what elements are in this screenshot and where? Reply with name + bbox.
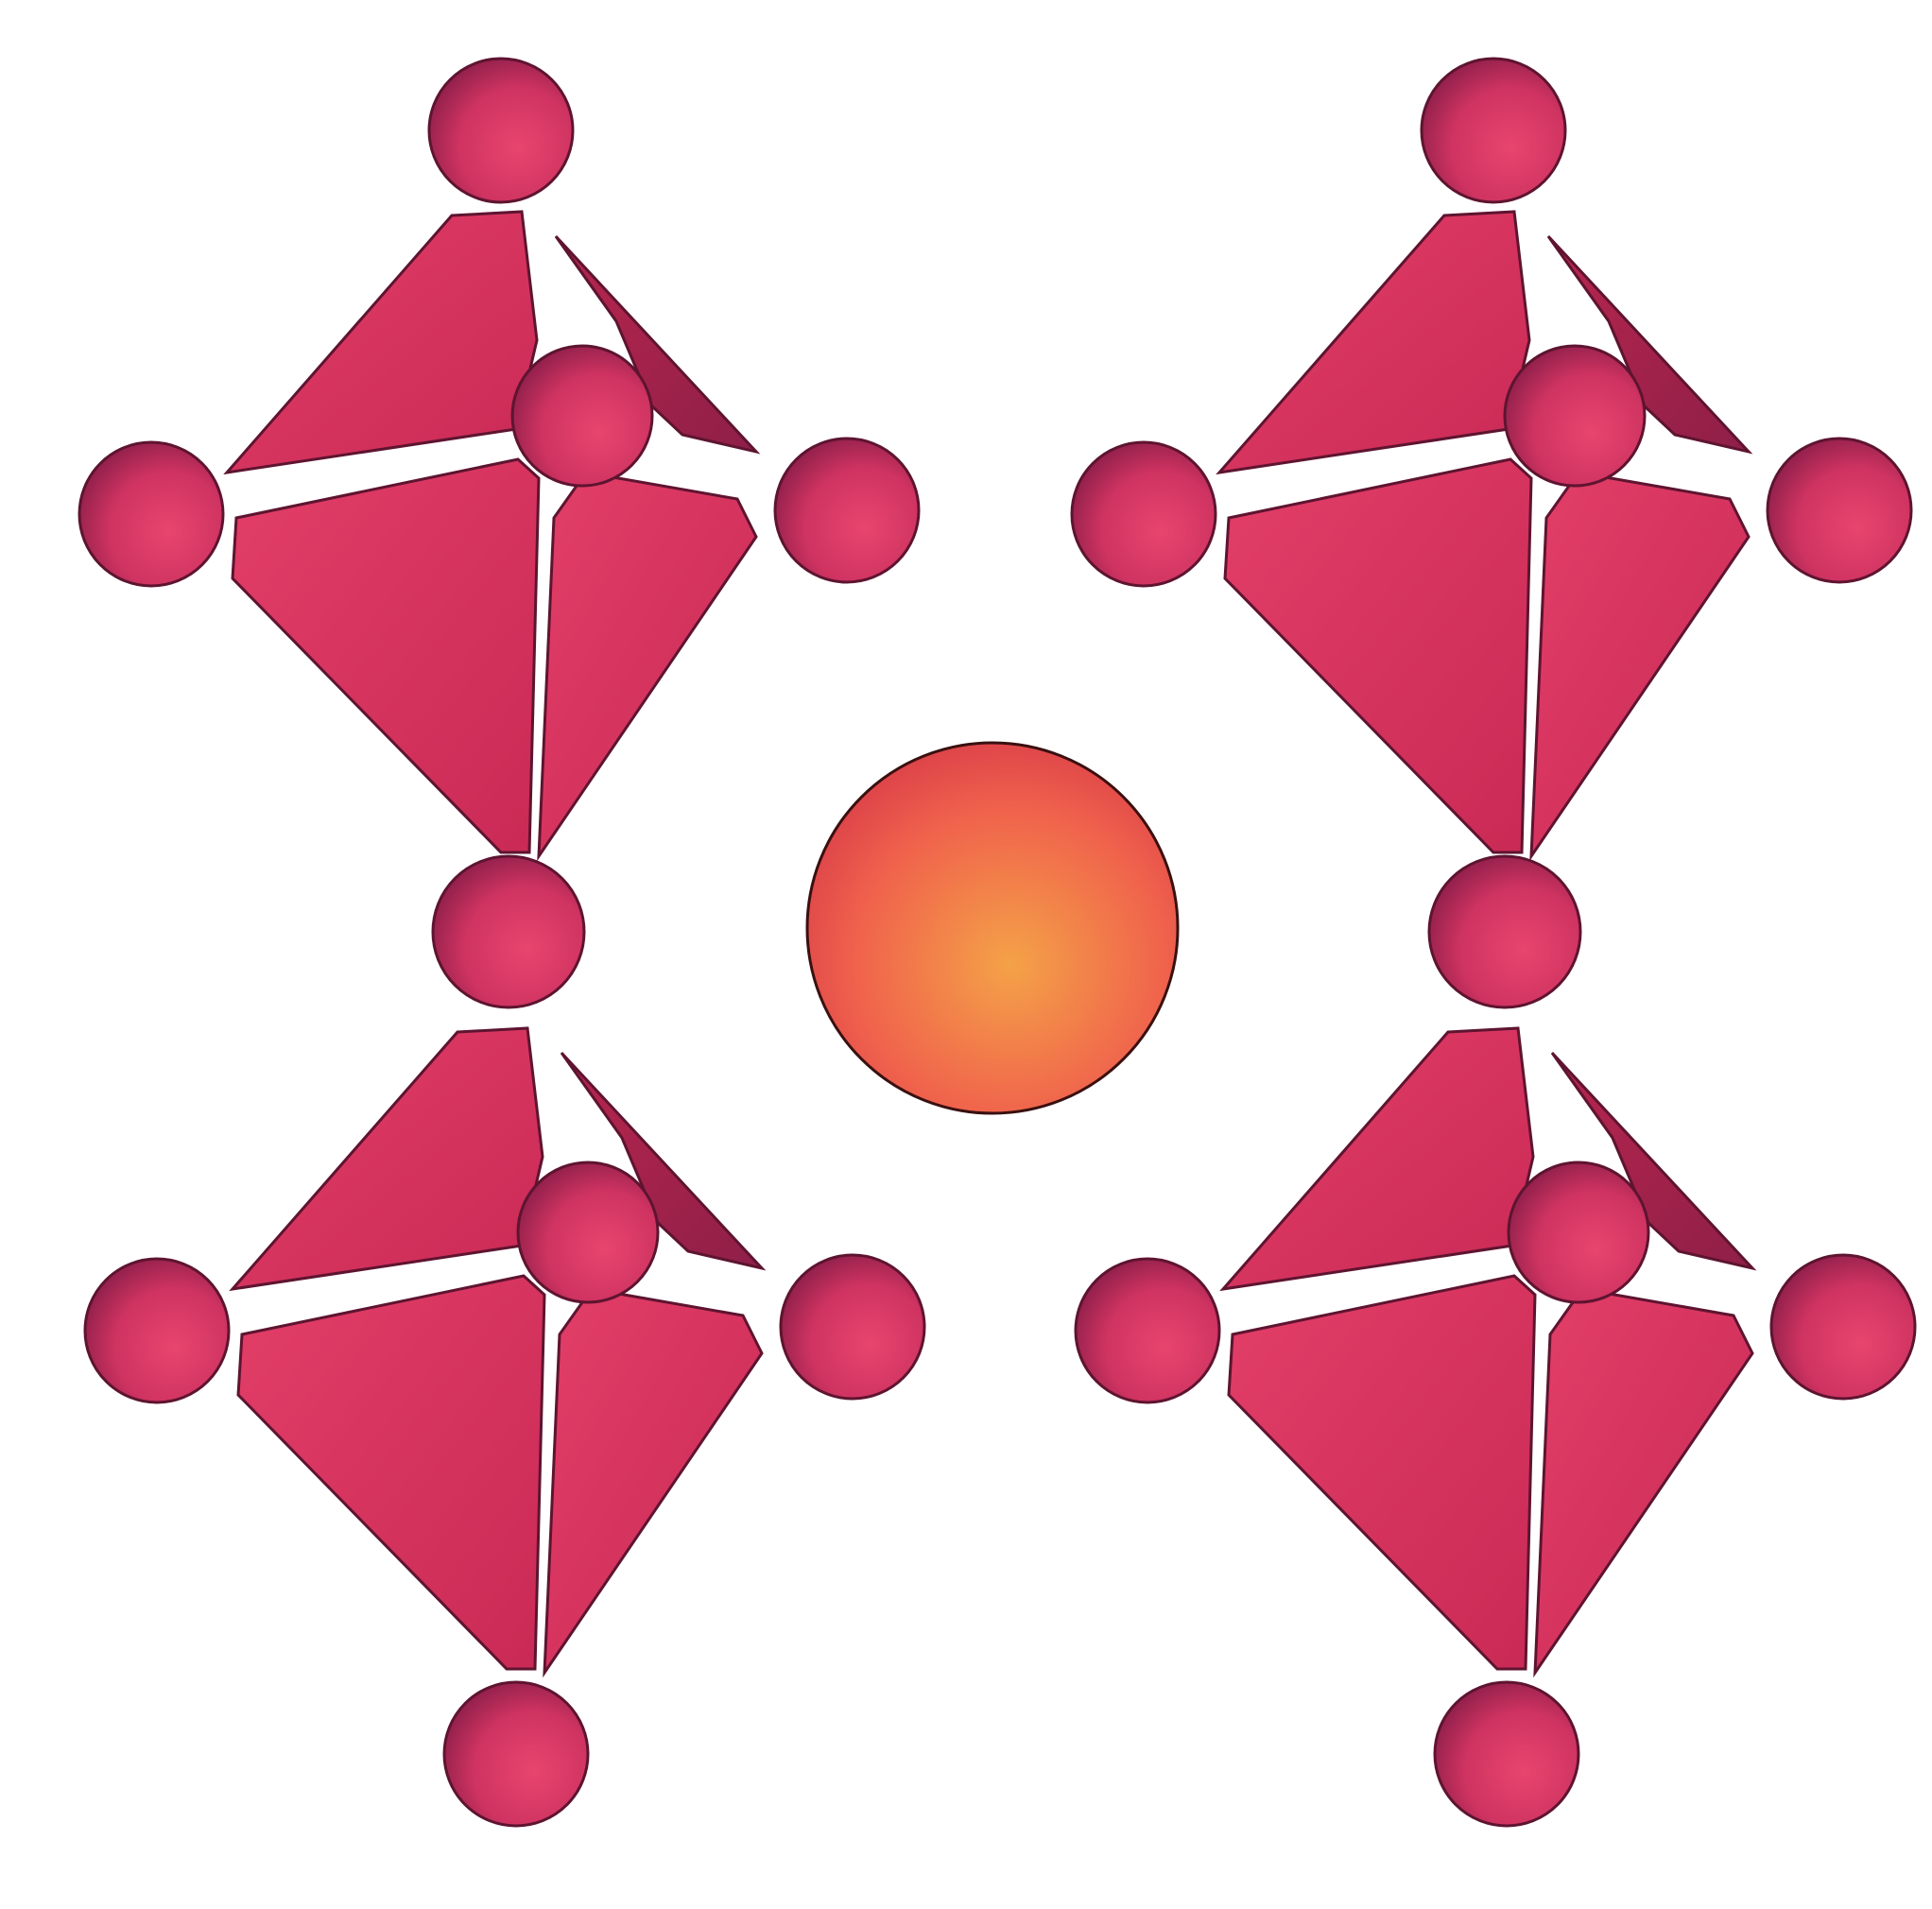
oxygen-sphere-right bbox=[773, 437, 921, 584]
octahedron-face-lower-right bbox=[1529, 471, 1751, 862]
octahedron-face-back bbox=[1550, 1051, 1757, 1271]
oxygen-sphere-right bbox=[1766, 437, 1913, 584]
oxygen-sphere-left bbox=[1074, 1257, 1221, 1404]
octahedron-face-lower-left bbox=[1227, 1274, 1537, 1671]
octahedron-face-upper-left bbox=[1219, 1026, 1535, 1292]
octahedron-faces bbox=[1219, 1026, 1757, 1678]
octahedron-face-lower-right bbox=[1533, 1287, 1754, 1678]
oxygen-sphere-center bbox=[1507, 1161, 1650, 1304]
octahedron-face-lower-left bbox=[1223, 457, 1533, 854]
oxygen-sphere-center bbox=[510, 344, 654, 488]
octahedron-face-upper-left bbox=[223, 210, 539, 475]
oxygen-sphere-bottom bbox=[442, 1680, 590, 1828]
oxygen-sphere-left bbox=[1070, 440, 1217, 588]
oxygen-sphere-top bbox=[427, 57, 575, 204]
octahedron-face-lower-left bbox=[236, 1274, 546, 1671]
central-cation-sphere bbox=[805, 741, 1180, 1115]
oxygen-sphere-right bbox=[1769, 1253, 1917, 1401]
octahedron-top-left bbox=[78, 57, 921, 862]
octahedron-face-back bbox=[560, 1051, 767, 1271]
oxygen-sphere-shared-left bbox=[431, 854, 586, 1009]
octahedron-faces bbox=[229, 1026, 767, 1678]
octahedron-face-lower-right bbox=[543, 1287, 764, 1678]
oxygen-sphere-bottom bbox=[1433, 1680, 1580, 1828]
oxygen-sphere-left bbox=[83, 1257, 231, 1404]
oxygen-sphere-center bbox=[1503, 344, 1647, 488]
octahedron-faces bbox=[1216, 210, 1753, 862]
oxygen-sphere-left bbox=[78, 440, 225, 588]
octahedron-faces bbox=[223, 210, 761, 862]
octahedron-face-upper-left bbox=[229, 1026, 544, 1292]
octahedron-bottom-left bbox=[83, 1026, 926, 1828]
octahedron-face-back bbox=[1546, 234, 1753, 455]
octahedron-face-lower-right bbox=[537, 471, 758, 862]
oxygen-sphere-right bbox=[779, 1253, 926, 1401]
octahedron-bottom-right bbox=[1074, 1026, 1917, 1828]
octahedron-face-lower-left bbox=[231, 457, 541, 854]
oxygen-sphere-shared-right bbox=[1427, 854, 1582, 1009]
octahedron-face-upper-left bbox=[1216, 210, 1531, 475]
octahedron-top-right bbox=[1070, 57, 1913, 862]
oxygen-sphere-center bbox=[516, 1161, 660, 1304]
octahedron-face-back bbox=[554, 234, 761, 455]
oxygen-sphere-top bbox=[1420, 57, 1567, 204]
